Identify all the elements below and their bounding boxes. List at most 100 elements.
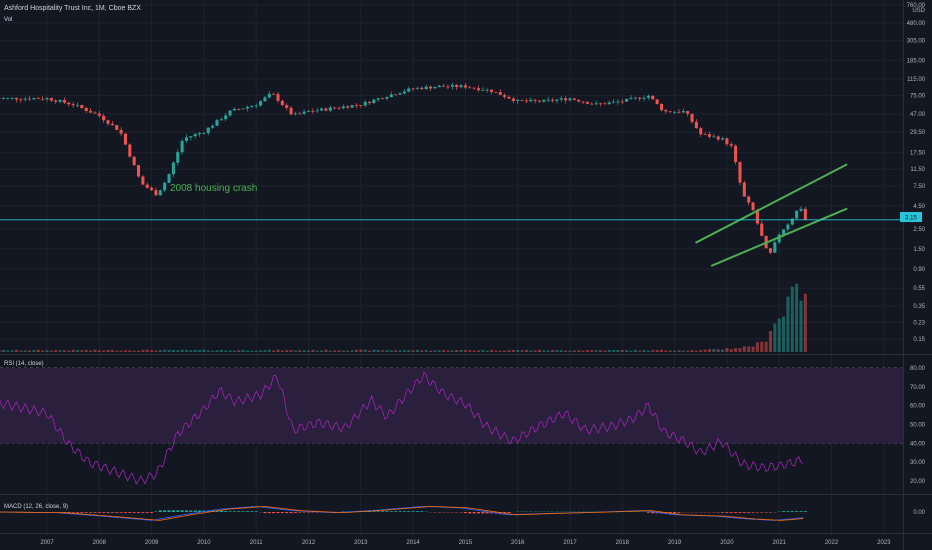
price-tick-label: 1.50 [913,247,925,253]
volume-bar [14,349,19,352]
candle-body [555,99,559,101]
volume-bar [254,350,258,352]
candle-body [202,132,206,134]
macd-hist-bar [102,512,106,513]
candle-body [306,111,311,113]
candle-body [721,138,725,140]
candle-body [28,98,32,100]
volume-bar [803,293,807,352]
candle-body [490,89,494,92]
candle-body [659,103,664,111]
candle-body [411,88,415,90]
volume-bar [590,350,594,352]
macd-hist-bar [729,512,733,513]
candle-body [276,94,280,101]
channel-lines [695,163,848,267]
macd-hist-bar [790,511,794,512]
candle-body [376,98,380,100]
macd-hist-bar [180,510,184,512]
volume-bar [163,349,167,352]
volume-bar [19,350,23,352]
candle-body [49,98,53,101]
candle-body [498,92,502,95]
volume-bar [790,286,794,352]
candle-body [655,99,659,104]
candle-body [424,86,428,90]
time-tick-label: 2017 [563,540,577,546]
volume-bar [442,349,446,352]
volume-bar [646,350,650,352]
time-tick-label: 2023 [877,540,891,546]
volume-bar [699,349,703,352]
volume-bar [228,350,232,352]
candle-body [84,107,88,111]
candle-body [598,103,603,105]
volume-bar [1,349,5,352]
candle-body [537,100,542,102]
macd-hist-bar [224,511,228,512]
volume-bar [716,349,720,352]
macd-hist-bar [219,510,223,512]
candle-body [62,99,66,103]
volume-bar [459,349,463,352]
candle-body [520,99,524,101]
candle-body [559,98,563,100]
volume-bar [507,350,511,352]
macd-hist-bar [67,512,71,513]
candle-body [668,111,672,113]
macd-hist-bar [725,512,729,513]
volume-bar [472,350,476,352]
volume-bar [633,349,637,352]
volume-bar [537,349,542,352]
volume-bar [725,348,729,352]
macd-hist-bar [167,510,171,512]
volume-bar [651,349,655,352]
candle-body [572,98,576,100]
macd-hist-bar [150,512,154,513]
candle-body [590,103,594,105]
candle-body [80,104,84,108]
volume-bar [777,318,781,352]
macd-hist-bar [734,512,738,513]
macd-hist-bar [293,512,297,513]
macd-hist-bar [145,512,149,513]
volume-bar [71,349,75,352]
volume-bar [520,350,524,352]
volume-bar [450,350,454,352]
candle-body [738,162,742,183]
candle-body [633,97,637,99]
candle-body [476,88,481,91]
volume-bar [189,350,193,352]
rsi-band [0,368,903,444]
volume-bar [594,350,598,352]
volume-bar [136,350,141,352]
volume-bar [424,349,428,352]
candle-body [564,98,568,101]
candle-body [224,115,228,120]
candle-body [516,99,520,102]
candle-body [620,101,624,103]
candle-body [651,95,655,100]
volume-bar [211,350,215,352]
candle-body [254,105,258,107]
volume-bar [263,350,267,352]
candle-body [755,210,759,224]
candle-body [690,113,694,122]
price-tick-label: 480.00 [907,21,926,27]
time-axis: 2007 2008 2009 2010 2011 2012 2013 2014 2015 2016… [40,540,891,546]
macd-hist-bar [411,511,415,512]
candle-body [616,101,620,103]
candle-body [642,97,646,99]
volume-bar [272,350,276,352]
candle-body [803,208,807,220]
candle-body [415,87,419,89]
macd-hist-bar [786,511,790,512]
macd-hist-bar [84,512,88,513]
volume-bar [119,350,123,352]
candle-body [551,99,555,101]
candle-body [315,110,319,112]
macd-hist-bar [215,510,219,512]
volume-bar [224,350,228,352]
candle-body [285,105,289,108]
volume-bar [476,350,481,352]
